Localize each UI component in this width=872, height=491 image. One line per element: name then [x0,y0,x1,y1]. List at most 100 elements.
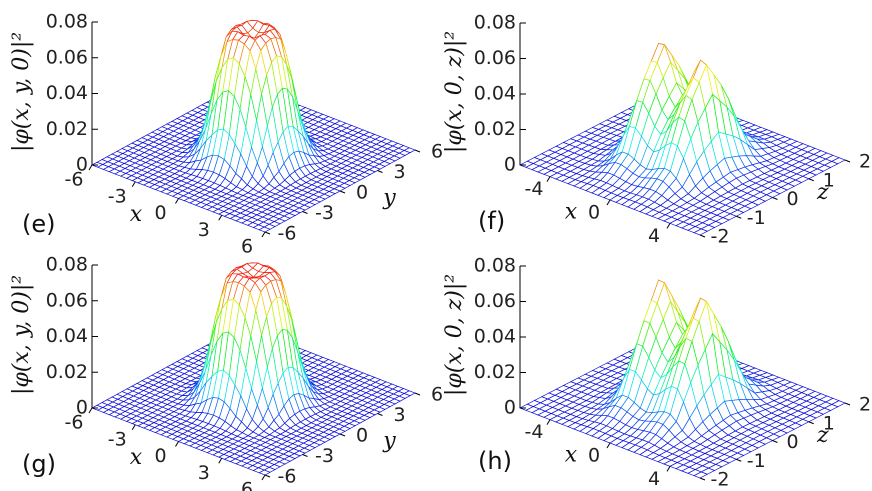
v-tick-label: 0.06 [46,46,88,68]
mesh-cell [693,471,709,479]
y-tick-label: -3 [315,202,334,224]
x-tick-label: 0 [588,445,600,467]
v-tick-label: 0 [504,397,516,419]
y-tick [264,231,271,235]
x-tick [218,214,223,221]
y-tick [264,474,271,478]
y-tick [377,170,383,173]
x-tick [546,419,551,425]
v-axis-label: |φ(x, y, 0)|² [9,275,34,395]
x-tick-label: 3 [198,462,210,484]
x-tick-label: -4 [525,421,544,443]
panel: 0 0.02 0.04 0.06 0.08 -4 0 4 -2 -1 0 1 2 x z |φ(x, 0, z… [442,255,871,491]
x-tick-label: 3 [198,219,210,241]
y-tick [377,413,383,416]
y-tick [844,402,851,406]
y-tick-label: -6 [278,223,297,245]
v-tick-label: 0.08 [474,255,516,277]
y-tick-label: 6 [431,141,443,163]
v-axis-label: |φ(x, 0, z)|² [442,31,467,153]
panel-label: (f) [478,207,505,235]
v-tick-label: 0.06 [474,290,516,312]
y-tick [339,433,346,437]
x-tick [88,164,93,171]
v-axis-label: |φ(x, y, 0)|² [9,32,34,152]
x-axis-label: x [130,202,143,227]
x-tick-label: 6 [241,479,253,491]
x-tick-label: 0 [154,202,166,224]
x-tick-label: -6 [65,412,84,434]
x-tick [131,181,136,188]
y-tick [414,149,421,153]
x-axis-label: x [130,445,143,470]
y-tick [302,211,308,214]
y-tick-label: 1 [823,169,835,191]
x-tick [666,466,671,472]
v-tick-label: 0 [76,397,88,419]
x-tick [175,198,179,204]
y-tick [414,392,421,396]
y-tick [772,440,778,443]
y-tick [736,458,742,462]
mesh-cell [693,228,709,236]
x-tick [606,199,611,206]
x-tick-label: 6 [241,236,253,258]
y-tick-label: -3 [315,445,334,467]
y-tick-label: -2 [711,226,730,248]
y-tick-label: -1 [747,207,766,229]
y-tick-label: 0 [786,188,798,210]
y-tick-label: 2 [859,151,871,173]
x-tick-label: 4 [648,225,660,247]
v-tick-label: 0.08 [474,12,516,34]
panel: 0 0.02 0.04 0.06 0.08 -4 0 4 -2 -1 0 1 2 x z |φ(x, 0, z… [442,12,871,248]
panel: 0 0.02 0.04 0.06 0.08 -6 -3 0 3 6 -6 -3 0 3 6 x y |φ(x, y… [9,254,443,491]
mesh-cell [258,469,271,476]
x-tick-label: -3 [108,185,127,207]
v-tick-label: 0.02 [46,361,88,383]
y-tick-label: 6 [431,384,443,406]
x-tick [261,474,266,481]
y-tick [699,477,706,481]
v-tick-label: 0.06 [46,289,88,311]
x-tick-label: -4 [525,178,544,200]
y-tick [339,190,346,194]
y-axis-label: z [816,180,829,205]
y-axis-label: y [382,186,396,211]
y-tick [736,215,742,219]
y-tick-label: 0 [356,182,368,204]
y-axis-label: y [382,429,396,454]
surface [519,42,846,236]
v-tick-label: 0.08 [46,11,88,33]
x-tick [88,407,93,414]
panel-label: (g) [22,450,56,478]
v-tick-label: 0 [504,154,516,176]
surface [91,262,416,476]
y-tick [302,454,308,457]
x-tick-label: -3 [108,428,127,450]
panel: 0 0.02 0.04 0.06 0.08 -6 -3 0 3 6 -6 -3 0 3 6 x y |φ(x, y… [9,11,443,258]
v-tick-label: 0.02 [474,361,516,383]
v-tick-label: 0 [76,154,88,176]
y-tick [699,234,706,238]
y-tick [772,197,778,200]
y-tick [844,159,851,163]
x-tick-label: 0 [588,202,600,224]
v-tick-label: 0.02 [46,118,88,140]
panel-label: (e) [22,210,56,238]
y-tick-label: 2 [859,394,871,416]
y-tick-label: -2 [711,469,730,491]
x-tick [546,176,551,182]
x-tick-label: 4 [648,468,660,490]
x-tick [606,442,611,449]
y-tick-label: 3 [393,161,405,183]
surface [91,19,416,233]
y-axis-label: z [816,423,829,448]
x-tick [261,231,266,238]
x-tick [218,457,223,464]
v-tick-label: 0.08 [46,254,88,276]
v-tick-label: 0.06 [474,47,516,69]
surface [519,279,846,479]
v-tick-label: 0.02 [474,118,516,140]
x-axis-label: x [565,200,578,225]
